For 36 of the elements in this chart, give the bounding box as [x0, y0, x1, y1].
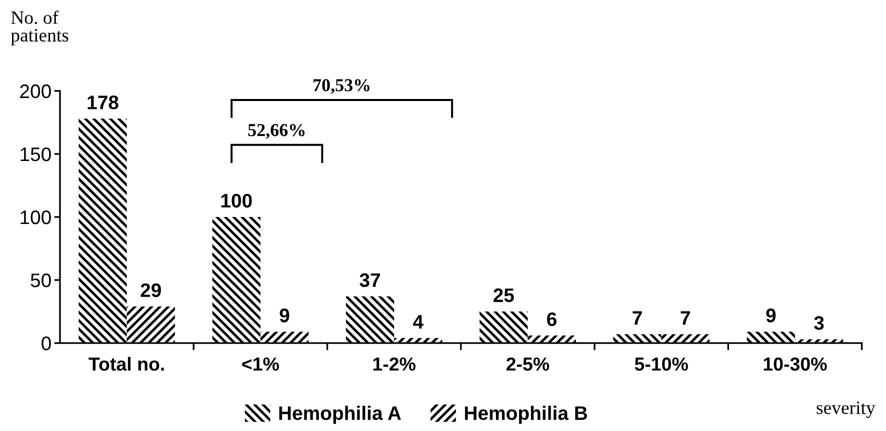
- annotation: 52,66%: [248, 124, 305, 139]
- bar: [346, 296, 394, 344]
- y-axis-title: No. of patients: [10, 10, 68, 46]
- legend-label: Hemophilia B: [464, 406, 588, 424]
- bar: [126, 306, 175, 344]
- data-label: 9: [766, 308, 776, 322]
- data-label: 7: [680, 311, 690, 325]
- y-tick-label: 150: [20, 147, 51, 162]
- x-tick-label: Total no.: [88, 356, 164, 371]
- data-label: 100: [221, 194, 252, 208]
- data-label: 3: [814, 316, 824, 330]
- data-label: 6: [547, 312, 556, 326]
- bar: [78, 118, 127, 344]
- data-label: 29: [140, 283, 161, 298]
- y-tick-label: 100: [20, 210, 51, 224]
- x-tick-label: 1-2%: [373, 357, 416, 371]
- x-tick-label: 10-30%: [764, 357, 827, 371]
- data-label: 4: [413, 315, 424, 328]
- x-tick-label: <1%: [242, 358, 279, 371]
- bar: [260, 332, 309, 344]
- x-axis-title: severity: [816, 401, 876, 418]
- x-tick-label: 2-5%: [506, 357, 550, 371]
- y-tick-label: 0: [42, 336, 51, 350]
- annotation: 70,53%: [314, 79, 370, 94]
- bar: [212, 217, 260, 344]
- legend-label: Hemophilia A: [279, 406, 401, 424]
- data-label: 25: [494, 288, 514, 302]
- y-tick-label: 200: [20, 84, 51, 98]
- data-label: 9: [280, 308, 290, 322]
- bar: [746, 332, 795, 344]
- bar: [480, 312, 528, 344]
- data-label: 7: [632, 311, 642, 325]
- data-label: 178: [88, 96, 118, 110]
- data-label: 37: [360, 273, 380, 288]
- x-tick-label: 5-10%: [634, 357, 688, 371]
- y-tick-label: 50: [30, 274, 51, 288]
